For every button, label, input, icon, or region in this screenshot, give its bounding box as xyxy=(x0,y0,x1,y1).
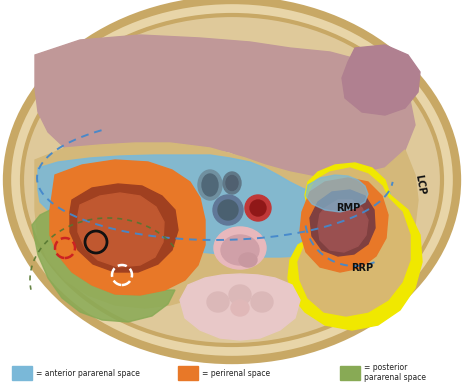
Ellipse shape xyxy=(223,172,241,194)
Ellipse shape xyxy=(229,285,251,305)
Polygon shape xyxy=(310,190,375,256)
Ellipse shape xyxy=(198,170,222,200)
Ellipse shape xyxy=(22,15,442,345)
Circle shape xyxy=(218,200,238,220)
Circle shape xyxy=(245,195,271,221)
Circle shape xyxy=(250,200,266,216)
Bar xyxy=(340,366,360,380)
Text: LCP: LCP xyxy=(413,174,427,196)
Polygon shape xyxy=(306,175,368,212)
Polygon shape xyxy=(298,168,410,316)
Polygon shape xyxy=(50,160,205,295)
Bar xyxy=(178,366,198,380)
Ellipse shape xyxy=(226,176,238,190)
Bar xyxy=(12,366,32,380)
Ellipse shape xyxy=(214,227,266,269)
Polygon shape xyxy=(35,35,415,178)
Ellipse shape xyxy=(7,0,457,360)
Text: = posterior: = posterior xyxy=(364,363,407,372)
Ellipse shape xyxy=(221,235,259,265)
Ellipse shape xyxy=(207,292,229,312)
Ellipse shape xyxy=(231,300,249,316)
Polygon shape xyxy=(70,184,178,272)
Polygon shape xyxy=(300,178,388,272)
Text: RRP: RRP xyxy=(351,263,373,273)
Polygon shape xyxy=(180,274,300,340)
Text: = anterior pararenal space: = anterior pararenal space xyxy=(36,369,140,378)
Polygon shape xyxy=(342,45,420,115)
Polygon shape xyxy=(38,155,390,257)
Polygon shape xyxy=(35,143,418,308)
Polygon shape xyxy=(288,163,422,330)
Text: = perirenal space: = perirenal space xyxy=(202,369,270,378)
Polygon shape xyxy=(32,210,175,322)
Ellipse shape xyxy=(202,174,218,196)
Polygon shape xyxy=(318,200,368,252)
Polygon shape xyxy=(78,193,164,267)
Text: pararenal space: pararenal space xyxy=(364,374,426,383)
Ellipse shape xyxy=(251,292,273,312)
Circle shape xyxy=(213,195,243,225)
Text: RMP: RMP xyxy=(336,203,360,213)
Ellipse shape xyxy=(239,253,257,267)
